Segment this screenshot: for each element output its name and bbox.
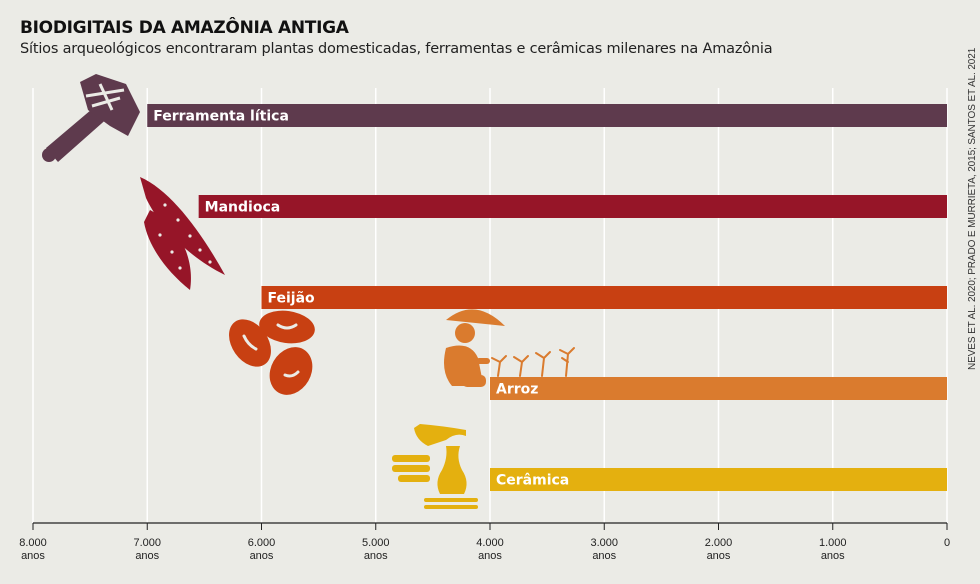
bar-label: Feijão	[268, 291, 316, 307]
x-tick-label: 6.000	[248, 537, 276, 549]
x-tick-label: 8.000	[19, 537, 47, 549]
x-tick-unit: anos	[821, 550, 845, 562]
x-tick-unit: anos	[135, 550, 159, 562]
x-tick-unit: anos	[364, 550, 388, 562]
timeline-bar	[490, 377, 947, 400]
timeline-bar	[147, 104, 947, 127]
x-tick-label: 1.000	[819, 537, 847, 549]
bar-label: Ferramenta lítica	[153, 109, 289, 125]
x-axis: 8.000anos7.000anos6.000anos5.000anos4.00…	[19, 522, 950, 562]
x-tick-label: 4.000	[476, 537, 504, 549]
timeline-bar	[490, 468, 947, 491]
x-tick-unit: anos	[250, 550, 274, 562]
bars-layer: Ferramenta lítica Mandioca Feijão Arroz Cerâ…	[147, 104, 948, 491]
rice-farmer-icon	[444, 309, 575, 387]
x-tick-unit: anos	[478, 550, 502, 562]
x-tick-unit: anos	[592, 550, 616, 562]
cassava-icon	[140, 177, 225, 290]
pottery-icon	[392, 424, 478, 509]
timeline-bar	[198, 195, 948, 218]
beans-icon	[229, 310, 315, 395]
x-tick-label: 5.000	[362, 537, 390, 549]
stone-axe-icon	[42, 74, 140, 162]
timeline-bar	[261, 286, 947, 309]
bar-label: Arroz	[496, 382, 538, 398]
x-tick-label: 3.000	[590, 537, 618, 549]
x-tick-unit: anos	[707, 550, 731, 562]
chart-title: BIODIGITAIS DA AMAZÔNIA ANTIGA	[20, 18, 349, 38]
x-tick-label: 0	[944, 537, 950, 549]
x-tick-label: 2.000	[705, 537, 733, 549]
bar-label: Mandioca	[205, 200, 281, 216]
bar-label: Cerâmica	[496, 473, 569, 489]
chart-subtitle: Sítios arqueológicos encontraram plantas…	[20, 41, 773, 57]
x-tick-label: 7.000	[133, 537, 161, 549]
x-tick-unit: anos	[21, 550, 45, 562]
